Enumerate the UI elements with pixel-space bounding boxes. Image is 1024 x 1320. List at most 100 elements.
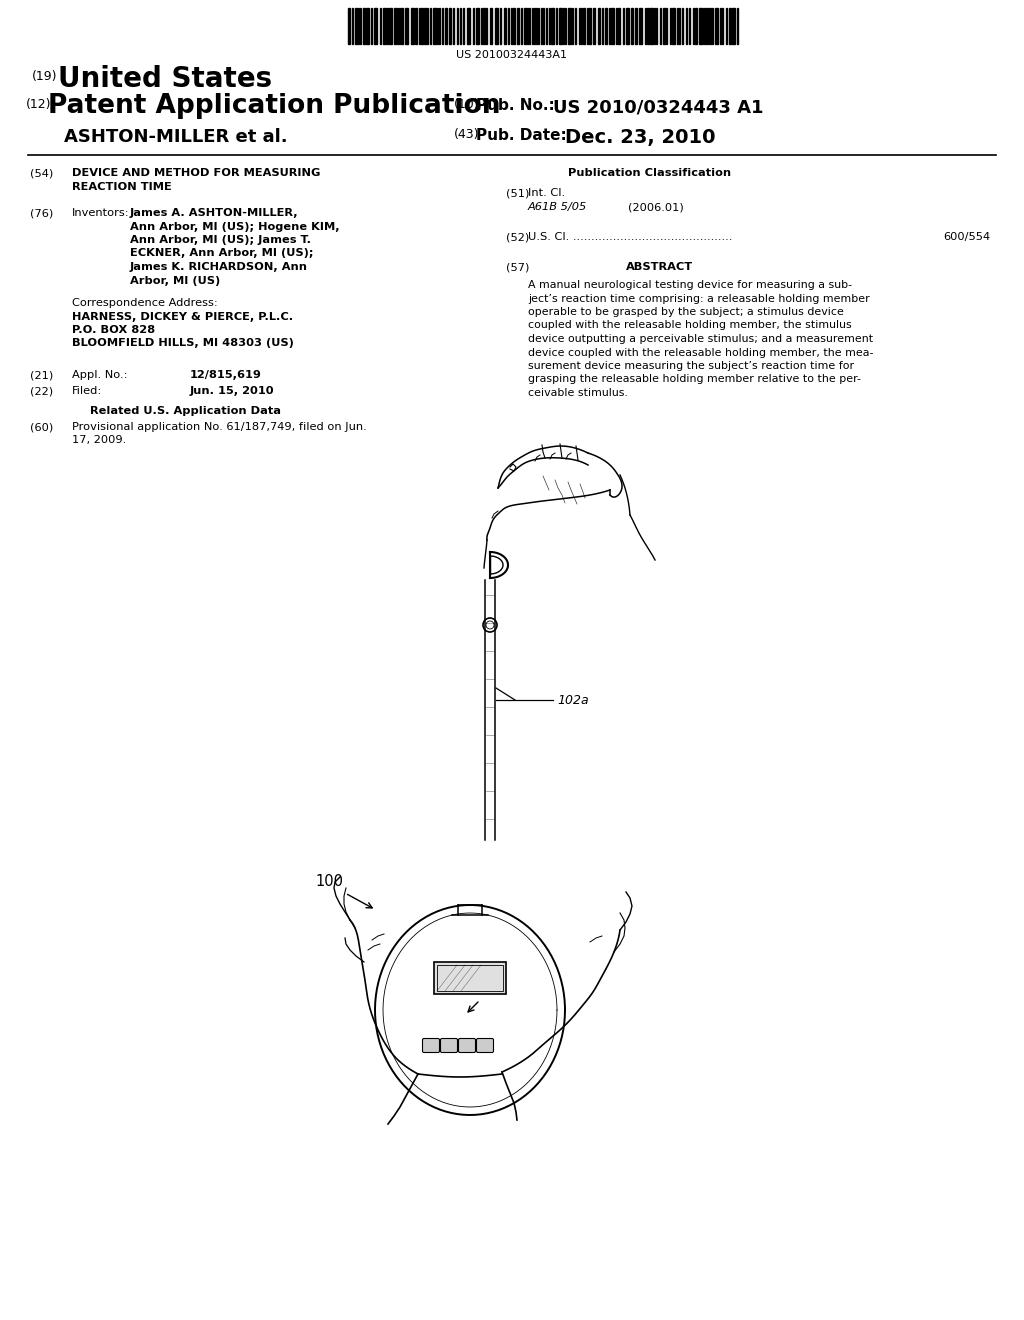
Bar [434,962,506,994]
Text: U.S. Cl. ............................................: U.S. Cl. ...............................… [528,232,732,242]
Bar [389,8,392,44]
Bar [433,8,436,44]
Text: grasping the releasable holding member relative to the per-: grasping the releasable holding member r… [528,375,861,384]
Text: Related U.S. Application Data: Related U.S. Application Data [90,407,281,416]
Text: Inventors:: Inventors: [72,209,130,218]
Text: DEVICE AND METHOD FOR MEASURING: DEVICE AND METHOD FOR MEASURING [72,168,321,178]
Text: (54): (54) [30,168,53,178]
Bar [729,8,731,44]
Bar [647,8,649,44]
Bar [383,8,385,44]
Text: REACTION TIME: REACTION TIME [72,181,172,191]
Text: Patent Application Publication: Patent Application Publication [48,92,501,119]
Text: (43): (43) [454,128,479,141]
Bar [695,8,697,44]
Text: Pub. Date:: Pub. Date: [476,128,566,143]
Text: Appl. No.:: Appl. No.: [72,370,128,380]
Bar [583,8,585,44]
Text: Int. Cl.: Int. Cl. [528,187,565,198]
Text: (2006.01): (2006.01) [628,202,684,213]
Text: surement device measuring the subject’s reaction time for: surement device measuring the subject’s … [528,360,854,371]
Text: (57): (57) [506,261,529,272]
Bar [374,8,377,44]
Bar [699,8,702,44]
Text: Ann Arbor, MI (US); James T.: Ann Arbor, MI (US); James T. [130,235,311,246]
FancyBboxPatch shape [476,1039,494,1052]
Bar [635,8,637,44]
Text: (10): (10) [454,98,479,111]
Text: Ann Arbor, MI (US); Hogene KIM,: Ann Arbor, MI (US); Hogene KIM, [130,222,340,231]
Bar [626,8,629,44]
Bar [589,8,591,44]
Text: James A. ASHTON-MILLER,: James A. ASHTON-MILLER, [130,209,299,218]
Bar [406,8,408,44]
Text: Arbor, MI (US): Arbor, MI (US) [130,276,220,285]
Text: HARNESS, DICKEY & PIERCE, P.L.C.: HARNESS, DICKEY & PIERCE, P.L.C. [72,312,293,322]
Bar [598,8,600,44]
Bar [421,8,423,44]
Text: (21): (21) [30,370,53,380]
Text: coupled with the releasable holding member, the stimulus: coupled with the releasable holding memb… [528,321,852,330]
Text: Filed:: Filed: [72,385,102,396]
Bar [495,8,498,44]
Text: A manual neurological testing device for measuring a sub-: A manual neurological testing device for… [528,280,852,290]
Bar [476,8,479,44]
Text: James K. RICHARDSON, Ann: James K. RICHARDSON, Ann [130,261,308,272]
Text: P.O. BOX 828: P.O. BOX 828 [72,325,155,335]
Bar [424,8,426,44]
Bar [355,8,357,44]
FancyBboxPatch shape [440,1039,458,1052]
Text: ASHTON-MILLER et al.: ASHTON-MILLER et al. [63,128,288,147]
Text: device coupled with the releasable holding member, the mea-: device coupled with the releasable holdi… [528,347,873,358]
Text: device outputting a perceivable stimulus; and a measurement: device outputting a perceivable stimulus… [528,334,873,345]
Bar [386,8,388,44]
Text: Publication Classification: Publication Classification [568,168,731,178]
Text: BLOOMFIELD HILLS, MI 48303 (US): BLOOMFIELD HILLS, MI 48303 (US) [72,338,294,348]
Bar [437,965,503,991]
Bar [411,8,414,44]
Bar [445,8,447,44]
Text: 600/554: 600/554 [943,232,990,242]
Bar [490,8,492,44]
Text: ABSTRACT: ABSTRACT [627,261,693,272]
Text: Dec. 23, 2010: Dec. 23, 2010 [565,128,716,147]
Bar [513,8,515,44]
Bar [611,8,614,44]
Text: (76): (76) [30,209,53,218]
Bar [568,8,571,44]
Text: 17, 2009.: 17, 2009. [72,436,126,446]
Bar [401,8,403,44]
Text: (19): (19) [32,70,57,83]
Bar [631,8,633,44]
Bar [593,8,595,44]
Bar [483,8,485,44]
Text: 102a: 102a [557,694,589,708]
Bar [524,8,526,44]
Bar [663,8,665,44]
Bar [715,8,718,44]
Bar [517,8,519,44]
Text: Provisional application No. 61/187,749, filed on Jun.: Provisional application No. 61/187,749, … [72,422,367,432]
Bar [394,8,396,44]
Text: 12/815,619: 12/815,619 [190,370,262,380]
Text: US 20100324443A1: US 20100324443A1 [457,50,567,59]
Text: United States: United States [58,65,272,92]
FancyBboxPatch shape [459,1039,475,1052]
Text: ceivable stimulus.: ceivable stimulus. [528,388,628,399]
Text: Pub. No.:: Pub. No.: [476,98,555,114]
Text: ject’s reaction time comprising: a releasable holding member: ject’s reaction time comprising: a relea… [528,293,869,304]
Bar [705,8,707,44]
Bar [672,8,675,44]
Text: operable to be grasped by the subject; a stimulus device: operable to be grasped by the subject; a… [528,308,844,317]
Bar [618,8,620,44]
Text: (60): (60) [30,422,53,432]
Text: Correspondence Address:: Correspondence Address: [72,298,218,308]
Text: ECKNER, Ann Arbor, MI (US);: ECKNER, Ann Arbor, MI (US); [130,248,313,259]
Bar [362,8,365,44]
Text: (12): (12) [26,98,51,111]
Text: Jun. 15, 2010: Jun. 15, 2010 [190,385,274,396]
Bar [348,8,350,44]
Bar [551,8,554,44]
Bar [449,8,451,44]
Bar [504,8,506,44]
